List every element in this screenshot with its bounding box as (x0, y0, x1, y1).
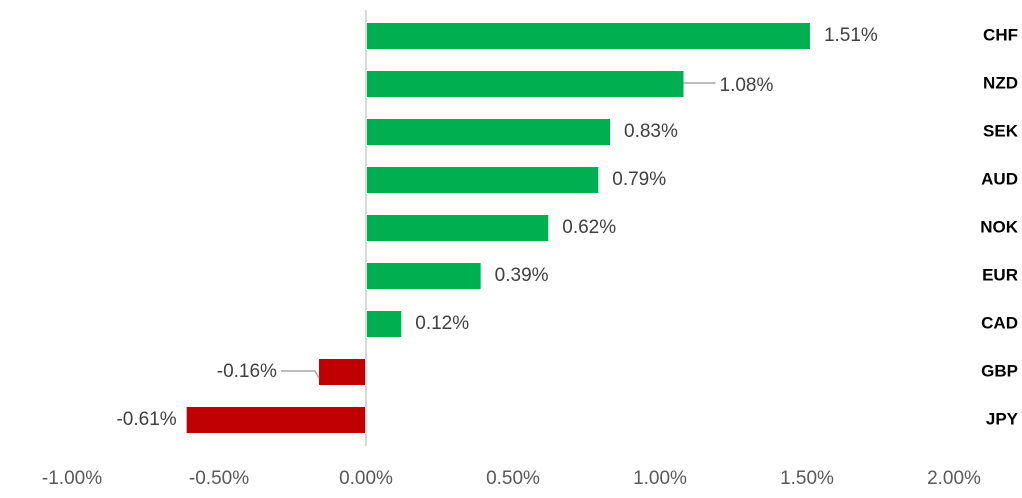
category-label-jpy: JPY (986, 409, 1019, 428)
data-label-cad: 0.12% (415, 313, 469, 334)
bar-eur (366, 263, 481, 289)
data-label-sek: 0.83% (624, 121, 678, 142)
x-tick-label: -0.50% (189, 468, 249, 489)
data-label-chf: 1.51% (824, 25, 878, 46)
data-label-jpy: -0.61% (116, 409, 176, 430)
bar-jpy (186, 407, 366, 433)
data-label-nok: 0.62% (562, 217, 616, 238)
leader-lines (280, 82, 716, 379)
bar-sek (366, 119, 611, 145)
data-labels: 1.51% 1.08% 0.83% 0.79% 0.62% 0.39% 0.12% -0.16… (116, 25, 877, 430)
x-tick-label: 1.00% (633, 468, 687, 489)
bar-aud (366, 167, 599, 193)
x-tick-label: -1.00% (42, 468, 102, 489)
category-label-gbp: GBP (981, 361, 1018, 380)
x-tick-label: 0.50% (486, 468, 540, 489)
bar-gbp (318, 359, 366, 385)
data-label-eur: 0.39% (495, 265, 549, 286)
bar-cad (366, 311, 402, 337)
bar-chf (366, 23, 810, 49)
category-label-nzd: NZD (983, 73, 1018, 92)
x-tick-label: 2.00% (927, 468, 981, 489)
x-tick-label: 0.00% (339, 468, 393, 489)
x-tick-label: 1.50% (780, 468, 834, 489)
bar-nzd (366, 71, 684, 97)
data-label-nzd: 1.08% (720, 75, 774, 96)
category-label-nok: NOK (980, 217, 1019, 236)
data-label-aud: 0.79% (612, 169, 666, 190)
bar-nok (366, 215, 549, 241)
leader-line-gbp (280, 370, 320, 379)
data-label-gbp: -0.16% (217, 361, 277, 382)
category-labels: CHF NZD SEK AUD NOK EUR CAD GBP JPY (980, 25, 1019, 428)
category-label-chf: CHF (983, 25, 1018, 44)
bars (186, 23, 810, 433)
category-label-cad: CAD (981, 313, 1018, 332)
category-label-sek: SEK (983, 121, 1019, 140)
category-label-aud: AUD (981, 169, 1018, 188)
category-label-eur: EUR (982, 265, 1018, 284)
x-axis-tick-labels: -1.00% -0.50% 0.00% 0.50% 1.00% 1.50% 2.00% (42, 468, 981, 489)
